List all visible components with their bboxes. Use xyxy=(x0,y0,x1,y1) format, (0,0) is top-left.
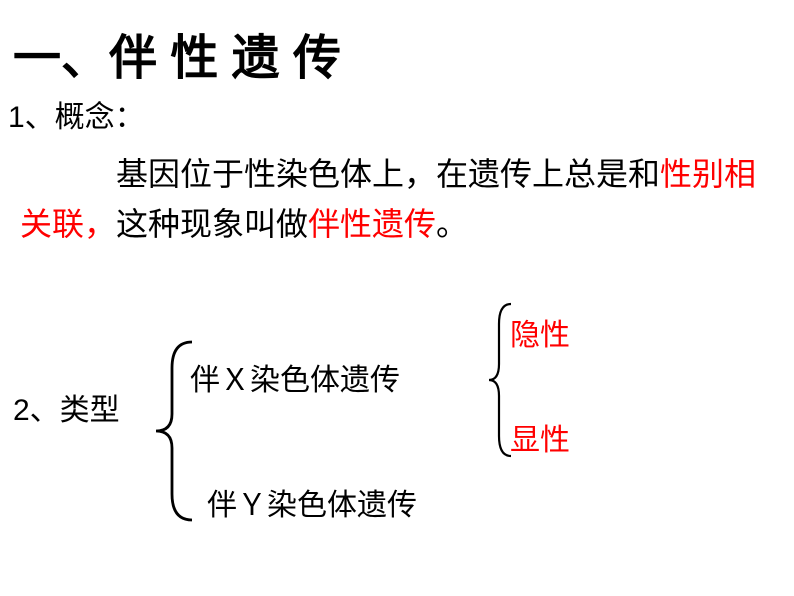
subtype-dominant: 显性 xyxy=(510,415,570,459)
definition-part2: 这种现象叫做 xyxy=(116,206,308,242)
main-title: 一、伴 性 遗 传 xyxy=(13,18,341,88)
definition-part1: 基因位于性染色体上，在遗传上总是和 xyxy=(20,156,660,192)
section2-label: 2、类型 xyxy=(13,385,120,429)
subtype-recessive: 隐性 xyxy=(510,310,570,354)
brace-small-icon xyxy=(485,300,511,460)
brace-large-icon xyxy=(150,338,192,524)
definition-highlight2: 伴性遗传 xyxy=(308,206,436,242)
definition-text: 基因位于性染色体上，在遗传上总是和性别相关联，这种现象叫做伴性遗传。 xyxy=(20,150,760,249)
type-x-chromosome: 伴Ｘ染色体遗传 xyxy=(190,355,400,399)
section1-label: 1、概念： xyxy=(8,92,145,136)
type-y-chromosome: 伴Ｙ染色体遗传 xyxy=(207,480,417,524)
definition-part3: 。 xyxy=(436,206,468,242)
